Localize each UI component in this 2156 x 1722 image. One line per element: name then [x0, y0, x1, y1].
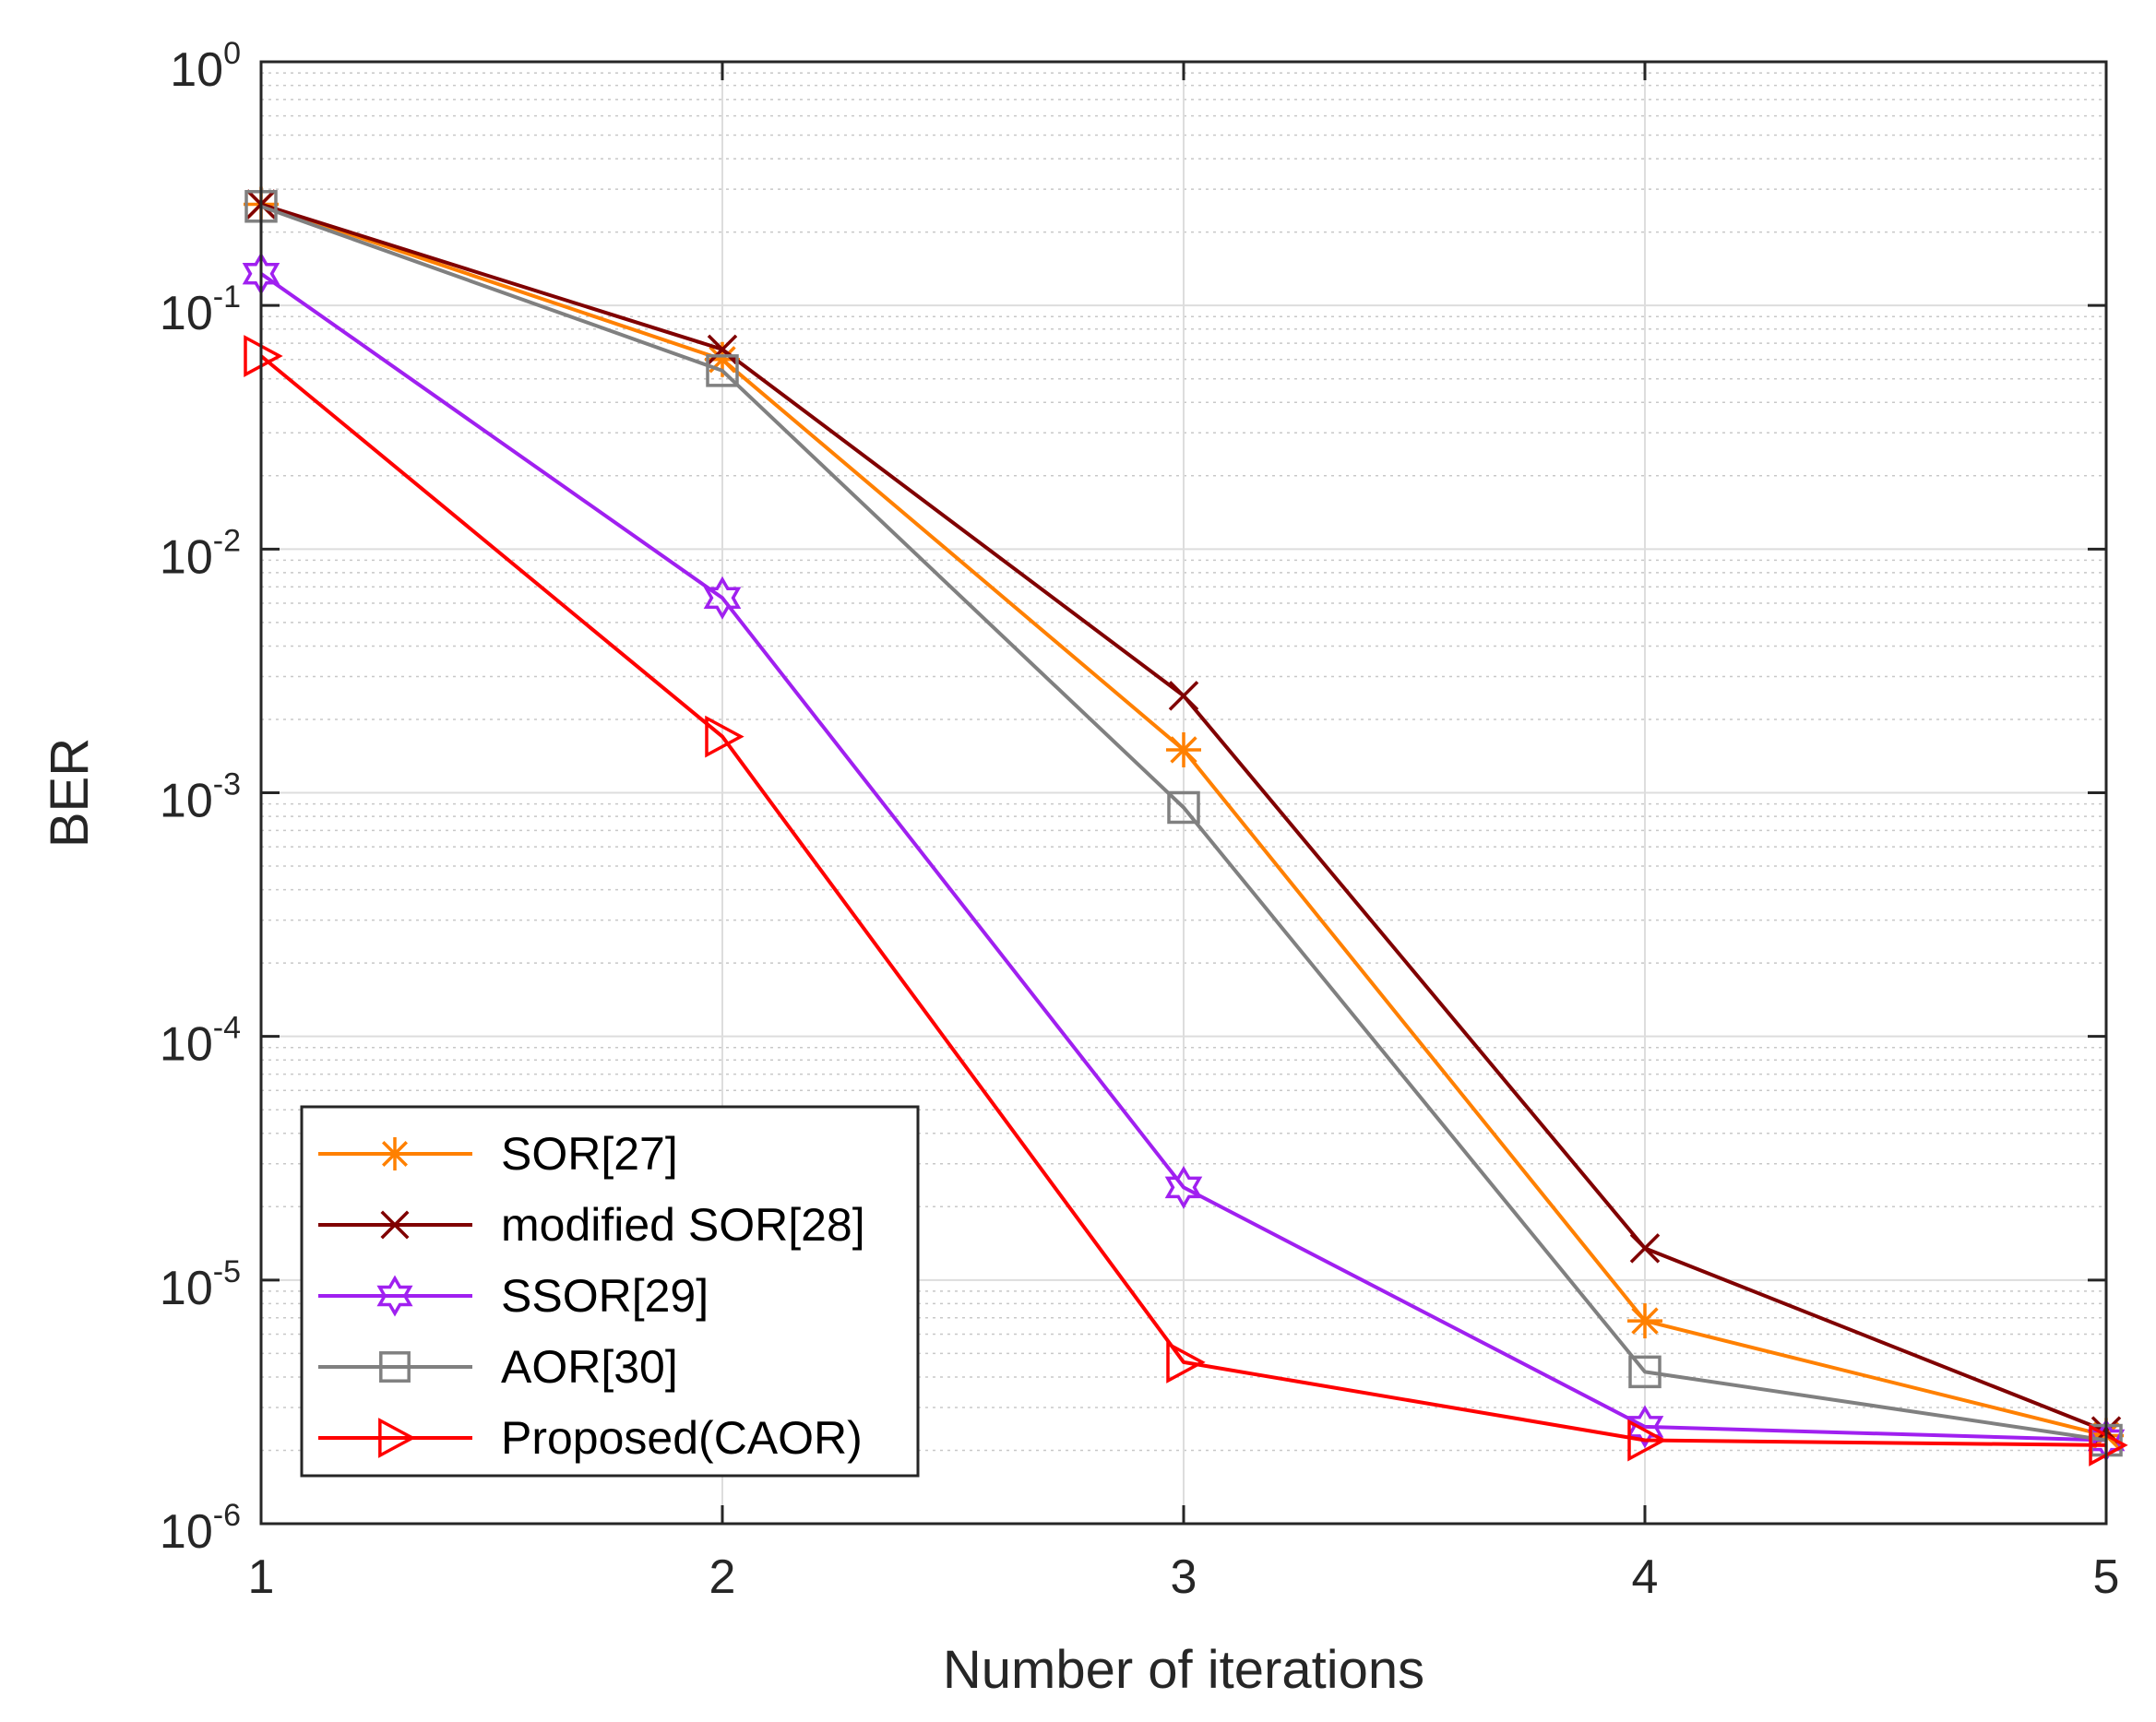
- x-marker: [707, 334, 738, 365]
- square-marker: [706, 354, 739, 387]
- x-marker: [1629, 1233, 1661, 1264]
- y-tick-label: 10-2: [160, 523, 241, 584]
- y-axis-label: BER: [40, 738, 100, 848]
- y-tick-label: 10-4: [160, 1011, 241, 1072]
- series-line: [259, 354, 2107, 1447]
- x-marker: [380, 1210, 410, 1240]
- triangle-marker: [705, 715, 744, 758]
- legend-entry: Proposed(CAOR): [318, 1412, 863, 1464]
- x-tick-label: 1: [248, 1550, 275, 1604]
- y-tick-label: 10-1: [160, 279, 241, 340]
- y-tick-label: 10-5: [160, 1254, 241, 1315]
- legend-entry: AOR[30]: [318, 1341, 678, 1393]
- legend-label: AOR[30]: [501, 1341, 678, 1393]
- hexagram-marker: [1626, 1405, 1664, 1449]
- series-line: [259, 272, 2107, 1443]
- square-marker: [1167, 790, 1200, 825]
- tick-marks: [259, 60, 2108, 1526]
- hexagram-marker: [1164, 1165, 1203, 1209]
- y-tick-label: 10-6: [160, 1498, 241, 1559]
- legend: SOR[27] modified SOR[28] SSOR[29] AOR[30] Pr…: [300, 1105, 920, 1478]
- y-tick-labels: 10-6 10-5 10-4 10-3 10-2 10-1 100: [160, 36, 241, 1559]
- y-tick-label: 100: [170, 36, 241, 97]
- asterisk-marker: [377, 1136, 412, 1171]
- y-tick-label: 10-3: [160, 767, 241, 828]
- legend-entry: modified SOR[28]: [318, 1199, 865, 1251]
- series-1: [245, 189, 2122, 1446]
- square-marker: [379, 1351, 411, 1383]
- hexagram-marker: [703, 576, 742, 620]
- triangle-marker: [1166, 1340, 1206, 1384]
- legend-label: SOR[27]: [501, 1128, 678, 1180]
- asterisk-marker: [1166, 731, 1201, 767]
- x-axis-label: Number of iterations: [943, 1640, 1424, 1700]
- square-marker: [1628, 1355, 1662, 1389]
- legend-box: [300, 1105, 920, 1478]
- triangle-marker: [378, 1418, 416, 1458]
- x-tick-label: 3: [1171, 1550, 1197, 1604]
- legend-entry: SSOR[29]: [318, 1270, 709, 1322]
- legend-label: SSOR[29]: [501, 1270, 709, 1322]
- series-layer: [242, 186, 2128, 1467]
- hexagram-marker: [376, 1275, 413, 1317]
- x-tick-labels: 1 2 3 4 5: [248, 1550, 2120, 1604]
- x-tick-label: 2: [709, 1550, 736, 1604]
- asterisk-marker: [1627, 1303, 1662, 1339]
- legend-entry: SOR[27]: [318, 1128, 678, 1180]
- series-line: [260, 204, 2107, 1443]
- legend-label: modified SOR[28]: [501, 1199, 865, 1251]
- legend-label: Proposed(CAOR): [501, 1412, 863, 1464]
- x-tick-label: 5: [2093, 1550, 2120, 1604]
- x-tick-label: 4: [1632, 1550, 1659, 1604]
- triangle-marker: [1627, 1419, 1667, 1462]
- x-marker: [1168, 681, 1199, 711]
